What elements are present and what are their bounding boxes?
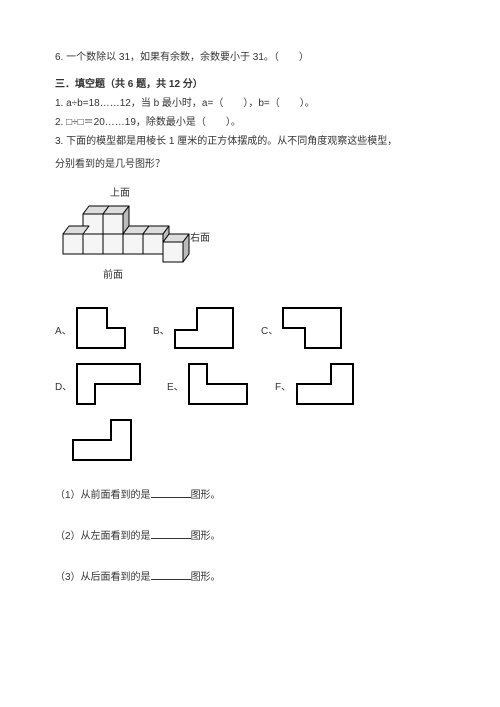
sub2-prefix: （2）从左面看到的是 [55,531,151,542]
option-e-label: E、 [167,362,183,393]
cube-model-diagram: 上面 [55,186,450,286]
sub-question-2: （2）从左面看到的是 图形。 [55,527,450,542]
blank-2[interactable] [151,529,191,539]
sub2-suffix: 图形。 [191,531,221,542]
sub-question-1: （1）从前面看到的是 图形。 [55,486,450,501]
question-3-3b: 分别看到的是几号图形？ [55,157,450,172]
section-3-title: 三．填空题（共 6 题，共 12 分） [55,75,450,90]
question-3-3a: 3. 下面的模型都是用棱长 1 厘米的正方体摆成的。从不同角度观察这些模型， [55,134,450,149]
sub1-prefix: （1）从前面看到的是 [55,490,151,501]
question-6: 6. 一个数除以 31，如果有余数，余数要小于 31。（ ） [55,50,450,65]
option-b-label: B、 [153,306,169,337]
sub1-suffix: 图形。 [191,490,221,501]
blank-1[interactable] [151,488,191,498]
label-front: 前面 [103,268,123,281]
option-a-label: A、 [55,306,71,337]
sub3-suffix: 图形。 [191,572,221,583]
label-top: 上面 [110,187,130,199]
option-b: B、 [153,306,237,352]
options-row-3 [55,418,450,464]
question-3-2: 2. □÷□＝20……19，除数最小是（ ）。 [55,115,450,130]
options-row-1: A、 B、 C、 [55,306,450,352]
option-c-label: C、 [261,306,277,337]
option-a: A、 [55,306,129,352]
blank-3[interactable] [151,570,191,580]
sub3-prefix: （3）从后面看到的是 [55,572,151,583]
option-f: F、 [275,362,357,408]
option-extra [71,418,135,464]
sub-question-3: （3）从后面看到的是 图形。 [55,568,450,583]
option-f-label: F、 [275,362,291,393]
option-c: C、 [261,306,345,352]
question-3-1: 1. a÷b=18……12，当 b 最小时，a=（ ），b=（ ）。 [55,96,450,111]
option-d: D、 [55,362,143,408]
label-right: 右面 [190,231,210,244]
option-d-label: D、 [55,362,71,393]
option-e: E、 [167,362,251,408]
options-row-2: D、 E、 F、 [55,362,450,408]
